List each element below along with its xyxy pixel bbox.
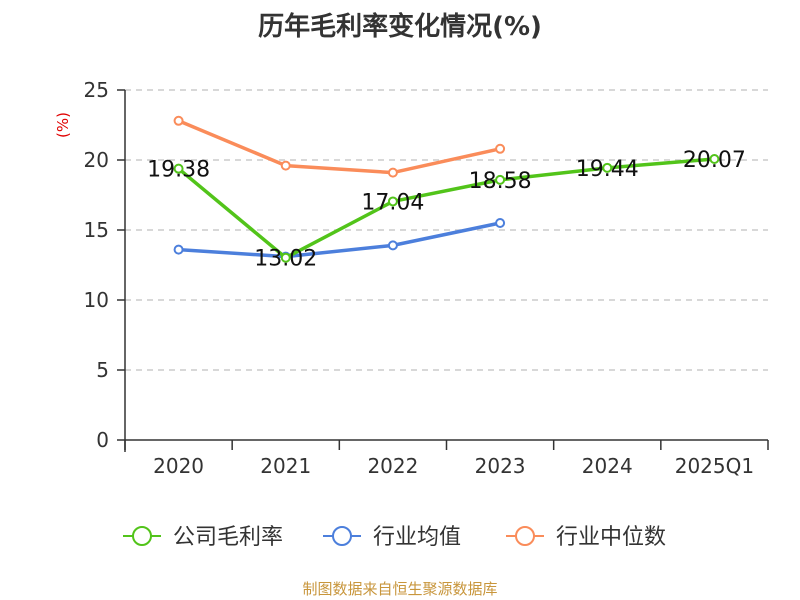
data-point[interactable]	[173, 163, 184, 174]
data-point[interactable]	[387, 196, 398, 207]
data-label: 18.58	[469, 169, 532, 194]
data-labels: 19.38 13.02 17.04 18.58 19.44 20.07	[147, 148, 746, 272]
legend-circle-icon	[132, 526, 152, 546]
data-point[interactable]	[387, 167, 398, 178]
y-axis-label: (%)	[54, 112, 72, 138]
y-tick-label: 25	[84, 78, 109, 102]
y-tick-label: 10	[84, 288, 109, 312]
legend-circle-icon	[332, 526, 352, 546]
x-tick-label: 2021	[260, 454, 311, 478]
x-tick-label: 2025Q1	[675, 454, 754, 478]
legend-label: 行业均值	[373, 525, 461, 550]
legend-circle-icon	[515, 526, 535, 546]
chart-title: 历年毛利率变化情况(%)	[258, 12, 542, 42]
data-point[interactable]	[709, 154, 720, 165]
source-note: 制图数据来自恒生聚源数据库	[302, 580, 498, 598]
y-tick-label: 20	[84, 148, 109, 172]
data-label: 20.07	[683, 148, 746, 173]
legend-label: 公司毛利率	[173, 525, 283, 550]
data-point[interactable]	[495, 174, 506, 185]
axes: 0 5 10 15 20 25 2020 2021 2022 2023 2024 2025Q1 (%)	[54, 78, 769, 478]
series-line	[178, 221, 501, 259]
grid-lines	[125, 89, 768, 371]
data-label: 17.04	[361, 190, 424, 215]
data-point[interactable]	[495, 218, 506, 228]
data-label: 19.44	[576, 157, 639, 182]
data-label: 13.02	[254, 247, 317, 272]
data-point[interactable]	[173, 115, 184, 126]
series-line	[177, 157, 715, 260]
legend-label: 行业中位数	[556, 525, 666, 550]
legend-item[interactable]: 行业均值	[323, 525, 461, 550]
x-tick-label: 2024	[582, 454, 633, 478]
data-point[interactable]	[495, 143, 506, 154]
legend-item[interactable]: 公司毛利率	[123, 525, 283, 550]
x-tick-label: 2023	[475, 454, 526, 478]
legend-item[interactable]: 行业中位数	[506, 525, 666, 550]
data-point[interactable]	[280, 160, 291, 171]
legend[interactable]: 公司毛利率 行业均值 行业中位数	[123, 525, 666, 550]
y-tick-label: 5	[96, 358, 109, 382]
series-lines	[173, 115, 720, 263]
data-label: 19.38	[147, 158, 210, 183]
y-tick-label: 0	[96, 428, 109, 452]
data-point[interactable]	[602, 162, 613, 173]
y-tick-label: 15	[84, 218, 109, 242]
data-point[interactable]	[173, 244, 184, 255]
series-line	[177, 119, 501, 175]
x-tick-label: 2022	[367, 454, 418, 478]
x-tick-label: 2020	[153, 454, 204, 478]
data-point[interactable]	[387, 240, 398, 251]
data-point[interactable]	[280, 252, 291, 263]
